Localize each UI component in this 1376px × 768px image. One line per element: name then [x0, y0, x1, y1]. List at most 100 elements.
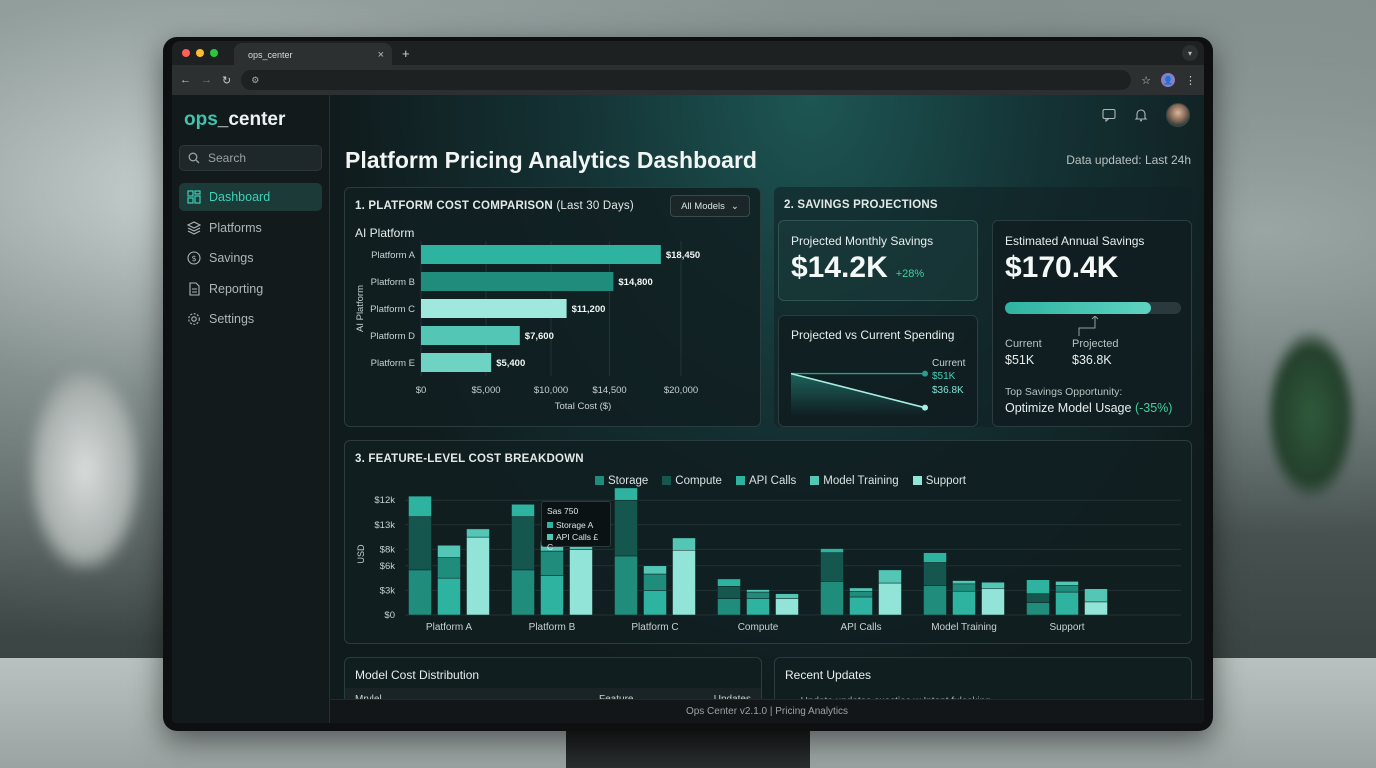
- card-title: 3. FEATURE-LEVEL COST BREAKDOWN: [355, 453, 584, 465]
- y-axis-label: AI Platform: [355, 285, 366, 332]
- x-tick-label: API Calls: [840, 622, 881, 633]
- reload-icon[interactable]: ↻: [222, 74, 232, 87]
- bar-segment: [820, 552, 844, 582]
- annual-progress-fill: [1005, 302, 1152, 314]
- screen: ops_center × + ▾ ← → ↻ ⚙ ☆ 👤 ⋮ ops_cente…: [172, 41, 1204, 723]
- spending-line-chart: [790, 370, 928, 416]
- legend-support[interactable]: Support: [912, 475, 966, 487]
- y-tick-label: $0: [384, 610, 395, 621]
- y-tick-label: Platform B: [371, 277, 415, 288]
- profile-icon[interactable]: 👤: [1161, 73, 1175, 87]
- bar-segment: [1084, 601, 1108, 616]
- card-title-bold: 1. PLATFORM COST COMPARISON: [355, 200, 553, 212]
- monthly-savings-label: Projected Monthly Savings: [791, 234, 934, 248]
- sidebar-item-platforms[interactable]: Platforms: [179, 214, 322, 242]
- x-tick-label: Compute: [738, 622, 779, 633]
- bar-segment: [878, 569, 902, 584]
- bar-segment: [717, 586, 741, 599]
- bar-segment: [540, 550, 564, 576]
- feature-breakdown-chart: $0 $3k $6k $8k $13k $12k USD Platform A Platform…: [356, 487, 1181, 633]
- annual-savings-value: $170.4K: [1005, 251, 1119, 284]
- bar-segment: [746, 589, 770, 593]
- sidebar-item-label: Savings: [209, 251, 254, 265]
- search-input[interactable]: Search: [179, 145, 322, 171]
- sidebar-item-settings[interactable]: Settings: [179, 305, 322, 333]
- document-icon: [189, 281, 200, 296]
- bar-segment: [408, 516, 432, 571]
- bookmark-star-icon[interactable]: ☆: [1141, 74, 1151, 87]
- x-tick-label: $14,500: [592, 385, 626, 396]
- legend-storage[interactable]: Storage: [595, 475, 648, 487]
- bar-segment: [1084, 588, 1108, 603]
- card-title: Recent Updates: [785, 668, 872, 682]
- bar-segment: [408, 495, 432, 517]
- bar-segment: [775, 593, 799, 599]
- projected-value: $36.8K: [1072, 353, 1112, 367]
- browser-menu-icon[interactable]: ⋮: [1185, 74, 1196, 87]
- main-content: Platform Pricing Analytics Dashboard Dat…: [330, 95, 1204, 723]
- data-updated-label: Data updated: Last 24h: [1066, 153, 1191, 167]
- legend-model-training[interactable]: Model Training: [810, 475, 899, 487]
- progress-connector: [1078, 316, 1099, 336]
- chart-title: AI Platform: [355, 226, 415, 240]
- bar-segment: [717, 598, 741, 616]
- bell-icon[interactable]: [1134, 108, 1148, 122]
- chat-icon[interactable]: [1102, 108, 1116, 122]
- card-title-light: (Last 30 Days): [552, 200, 634, 212]
- bar-segment: [981, 581, 1005, 590]
- forward-icon[interactable]: →: [201, 74, 212, 86]
- grid-icon: [187, 190, 201, 204]
- x-tick-label: Platform B: [529, 622, 576, 633]
- spending-tile: Projected vs Current Spending Current $5…: [778, 315, 978, 427]
- close-window-button[interactable]: [182, 49, 190, 57]
- layers-icon: [187, 220, 201, 235]
- browser-tab-title: ops_center: [248, 50, 293, 60]
- current-label: Current: [1005, 338, 1042, 350]
- bar-segment: [511, 504, 535, 517]
- legend-compute[interactable]: Compute: [662, 475, 722, 487]
- url-field[interactable]: ⚙: [241, 70, 1132, 90]
- legend-api-calls[interactable]: API Calls: [735, 475, 796, 487]
- new-tab-button[interactable]: +: [402, 45, 410, 61]
- maximize-window-button[interactable]: [210, 49, 218, 57]
- background-chair: [30, 370, 140, 570]
- monitor: ops_center × + ▾ ← → ↻ ⚙ ☆ 👤 ⋮ ops_cente…: [163, 37, 1213, 731]
- sidebar-item-savings[interactable]: $ Savings: [179, 244, 322, 272]
- minimize-window-button[interactable]: [196, 49, 204, 57]
- svg-text:$: $: [191, 254, 196, 263]
- bar-segment: [923, 552, 947, 563]
- tab-close-icon[interactable]: ×: [377, 49, 384, 61]
- sidebar-item-dashboard[interactable]: Dashboard: [179, 183, 322, 211]
- x-axis-label: Total Cost ($): [555, 401, 612, 412]
- search-placeholder: Search: [208, 151, 247, 165]
- y-tick-label: Platform C: [370, 304, 415, 315]
- user-avatar[interactable]: [1166, 103, 1190, 127]
- chevron-down-icon: ⌄: [730, 200, 739, 212]
- site-settings-icon[interactable]: ⚙: [251, 74, 260, 85]
- model-filter-select[interactable]: All Models ⌄: [670, 195, 750, 217]
- tooltip-line-2: API Calls £ C: [547, 532, 599, 552]
- browser-tab[interactable]: ops_center ×: [234, 43, 392, 67]
- card-title: Model Cost Distribution: [355, 668, 480, 682]
- model-filter-value: All Models: [681, 200, 725, 212]
- y-tick-label: Platform D: [370, 331, 415, 342]
- back-icon[interactable]: ←: [180, 74, 191, 86]
- x-tick-label: $0: [416, 385, 427, 396]
- data-label: $18,450: [666, 250, 700, 261]
- search-icon: [188, 152, 200, 164]
- x-tick-label: Model Training: [931, 622, 997, 633]
- x-tick-label: Support: [1049, 622, 1084, 633]
- monthly-savings-change: +28%: [895, 268, 925, 280]
- area-fill: [791, 373, 925, 416]
- tab-list-chevron-icon[interactable]: ▾: [1182, 45, 1198, 61]
- sidebar-item-reporting[interactable]: Reporting: [179, 275, 322, 303]
- tooltip-line-1: Storage A: [556, 520, 594, 530]
- bar: [421, 326, 520, 345]
- app-logo[interactable]: ops_center: [179, 109, 322, 131]
- bar-segment: [511, 569, 535, 616]
- bar-segment: [717, 578, 741, 587]
- bar: [421, 299, 567, 318]
- bar-segment: [952, 590, 976, 616]
- bar-segment: [466, 528, 490, 538]
- bar-segment: [849, 590, 873, 598]
